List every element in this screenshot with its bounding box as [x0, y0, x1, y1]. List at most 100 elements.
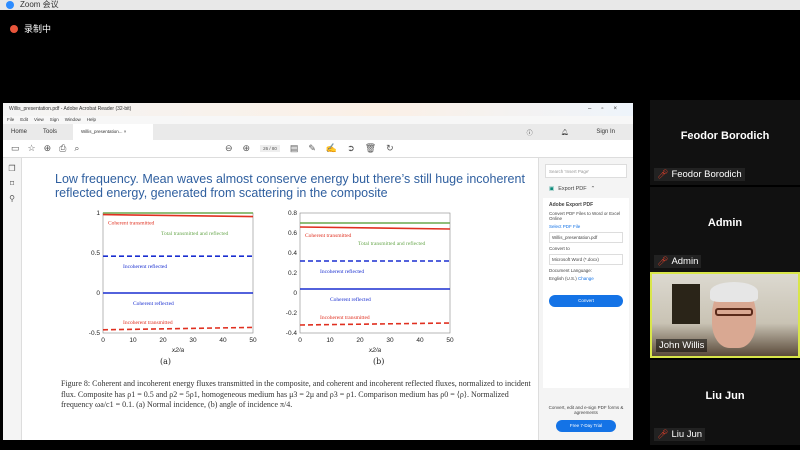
- x-axis-label: x2/a: [368, 347, 382, 354]
- series-line: [102, 213, 254, 218]
- participant-name-tag: John Willis: [659, 340, 705, 351]
- y-tick-label: 0.2: [288, 270, 297, 277]
- x-tick-label: 40: [416, 337, 424, 344]
- slide-title: Low frequency. Mean waves almost conserv…: [55, 172, 525, 200]
- change-language-link[interactable]: Change: [578, 276, 594, 281]
- sign-in-button[interactable]: Sign In: [596, 129, 615, 135]
- menu-help[interactable]: Help: [86, 117, 97, 122]
- participant-video-tile[interactable]: John Willis: [650, 272, 800, 358]
- search-icon[interactable]: ⌕: [74, 143, 80, 153]
- y-tick-label: 0: [96, 290, 100, 297]
- bell-icon[interactable]: 🔔︎: [560, 129, 569, 136]
- menu-file[interactable]: File: [7, 117, 15, 122]
- zoom-title-bar: Zoom 会议: [0, 0, 800, 10]
- star-icon[interactable]: ☆: [27, 143, 36, 153]
- pages-icon[interactable]: ❐: [8, 164, 16, 173]
- prev-page-icon[interactable]: ⊖: [225, 143, 233, 153]
- participant-display-name: Admin: [707, 217, 743, 229]
- x-tick-label: 0: [101, 337, 105, 344]
- selected-file-field[interactable]: Willis_presentation.pdf: [549, 232, 623, 243]
- right-tools-pane: Search 'Insert Page' ▣ Export PDF ⌃ Adobe …: [538, 158, 633, 440]
- convert-to-label: Convert to: [549, 246, 570, 251]
- tab-document[interactable]: Willis_presentation... ×: [73, 124, 154, 140]
- bookmark-icon[interactable]: ⌑: [9, 179, 15, 188]
- participant-name-tag: Liu Jun: [671, 429, 703, 440]
- export-pdf-header[interactable]: ▣ Export PDF ⌃: [549, 186, 627, 192]
- series-line: [102, 326, 254, 331]
- tab-bar: Home Tools Willis_presentation... × ⓘ 🔔︎ S…: [3, 124, 633, 140]
- participant-tile[interactable]: Liu Jun 🎤︎ Liu Jun: [650, 360, 800, 445]
- chart-b: 0 10 20 30 40 50 -0.4 -0.2 0 0.2 0.4 0.6 0.8 x2/a Tota…: [286, 210, 454, 354]
- page-indicator[interactable]: 26 / 80: [260, 145, 280, 152]
- print-icon[interactable]: ⎙: [59, 143, 67, 153]
- glasses: [715, 308, 753, 316]
- participant-hair: [710, 282, 758, 302]
- minimize-button[interactable]: –: [588, 106, 602, 112]
- save-icon[interactable]: ▭: [11, 143, 20, 153]
- series-label: Coherent reflected: [133, 300, 174, 307]
- language-value: English (U.S.): [549, 276, 577, 281]
- attachment-icon[interactable]: ⚲: [9, 194, 15, 203]
- series-label: Coherent transmitted: [108, 221, 155, 227]
- x-tick-label: 50: [446, 337, 454, 344]
- window-title: Zoom 会议: [20, 0, 59, 9]
- pane-footer: Convert, edit and e-sign PDF forms & agr…: [545, 405, 627, 432]
- menu-edit[interactable]: Edit: [20, 117, 29, 122]
- mic-muted-icon: 🎤︎: [657, 256, 669, 266]
- y-tick-label: 0.8: [288, 210, 297, 217]
- convert-button[interactable]: Convert: [549, 295, 623, 307]
- y-tick-label: 0.5: [91, 250, 100, 257]
- pen-icon[interactable]: ✎: [308, 143, 316, 153]
- participant-display-name: Feodor Borodich: [680, 130, 770, 142]
- rotate-icon[interactable]: ↻: [386, 143, 394, 153]
- menu-view[interactable]: View: [34, 117, 44, 122]
- tab-home[interactable]: Home: [11, 129, 28, 135]
- export-pdf-label: Export PDF: [558, 186, 587, 192]
- upload-icon[interactable]: ⊕: [43, 143, 52, 153]
- x-tick-label: 20: [356, 337, 364, 344]
- next-page-icon[interactable]: ⊕: [242, 143, 251, 153]
- free-trial-button[interactable]: Free 7-Day Trial: [556, 420, 616, 432]
- select-file-link[interactable]: Select PDF File: [549, 224, 581, 229]
- x-tick-label: 0: [298, 337, 302, 344]
- mic-muted-icon: 🎤︎: [657, 429, 669, 439]
- help-icon[interactable]: ⓘ: [526, 130, 533, 137]
- background-window: [672, 284, 700, 324]
- acrobat-window: Willis_presentation.pdf - Adobe Acrobat …: [3, 103, 633, 440]
- sign-icon[interactable]: ✍: [325, 143, 338, 153]
- menu-sign[interactable]: Sign: [49, 117, 59, 122]
- x-tick-label: 30: [189, 337, 197, 344]
- participant-name-tag: Admin: [671, 256, 699, 267]
- zoom-logo-icon: [6, 1, 14, 9]
- x-tick-label: 10: [326, 337, 334, 344]
- y-tick-label: -0.5: [89, 330, 101, 337]
- x-tick-label: 30: [386, 337, 394, 344]
- left-rail: ❐ ⌑ ⚲: [3, 158, 22, 440]
- tab-tools[interactable]: Tools: [43, 129, 58, 135]
- series-label: Coherent transmitted: [305, 233, 352, 239]
- series-line: [299, 226, 451, 230]
- chevron-up-icon[interactable]: ⌃: [590, 186, 596, 192]
- share-icon[interactable]: ➲: [347, 143, 355, 153]
- menu-window[interactable]: Window: [64, 117, 81, 122]
- participant-tile[interactable]: Admin 🎤︎ Admin: [650, 187, 800, 272]
- maximize-button[interactable]: ▫: [601, 106, 614, 112]
- acrobat-title-bar: Willis_presentation.pdf - Adobe Acrobat …: [3, 103, 633, 116]
- series-line: [299, 322, 451, 326]
- series-label: Incoherent transmitted: [320, 315, 370, 321]
- recording-indicator[interactable]: 录制中: [10, 22, 51, 35]
- format-select[interactable]: Microsoft Word (*.docx): [549, 254, 623, 265]
- close-button[interactable]: ×: [613, 106, 627, 112]
- record-icon: [10, 24, 18, 33]
- delete-icon[interactable]: 🗑︎: [364, 143, 377, 153]
- y-tick-label: -0.2: [286, 310, 298, 317]
- card-title: Adobe Export PDF: [549, 202, 594, 208]
- tools-search-input[interactable]: Search 'Insert Page': [545, 164, 627, 178]
- series-label: Incoherent transmitted: [123, 320, 173, 326]
- menu-bar: File Edit View Sign Window Help: [3, 116, 633, 124]
- x-tick-label: 50: [249, 337, 257, 344]
- series-label: Total transmitted and reflected: [358, 240, 426, 247]
- participant-display-name: Liu Jun: [705, 390, 745, 402]
- comment-icon[interactable]: ▤: [289, 143, 299, 153]
- participant-tile[interactable]: Feodor Borodich 🎤︎ Feodor Borodich: [650, 100, 800, 185]
